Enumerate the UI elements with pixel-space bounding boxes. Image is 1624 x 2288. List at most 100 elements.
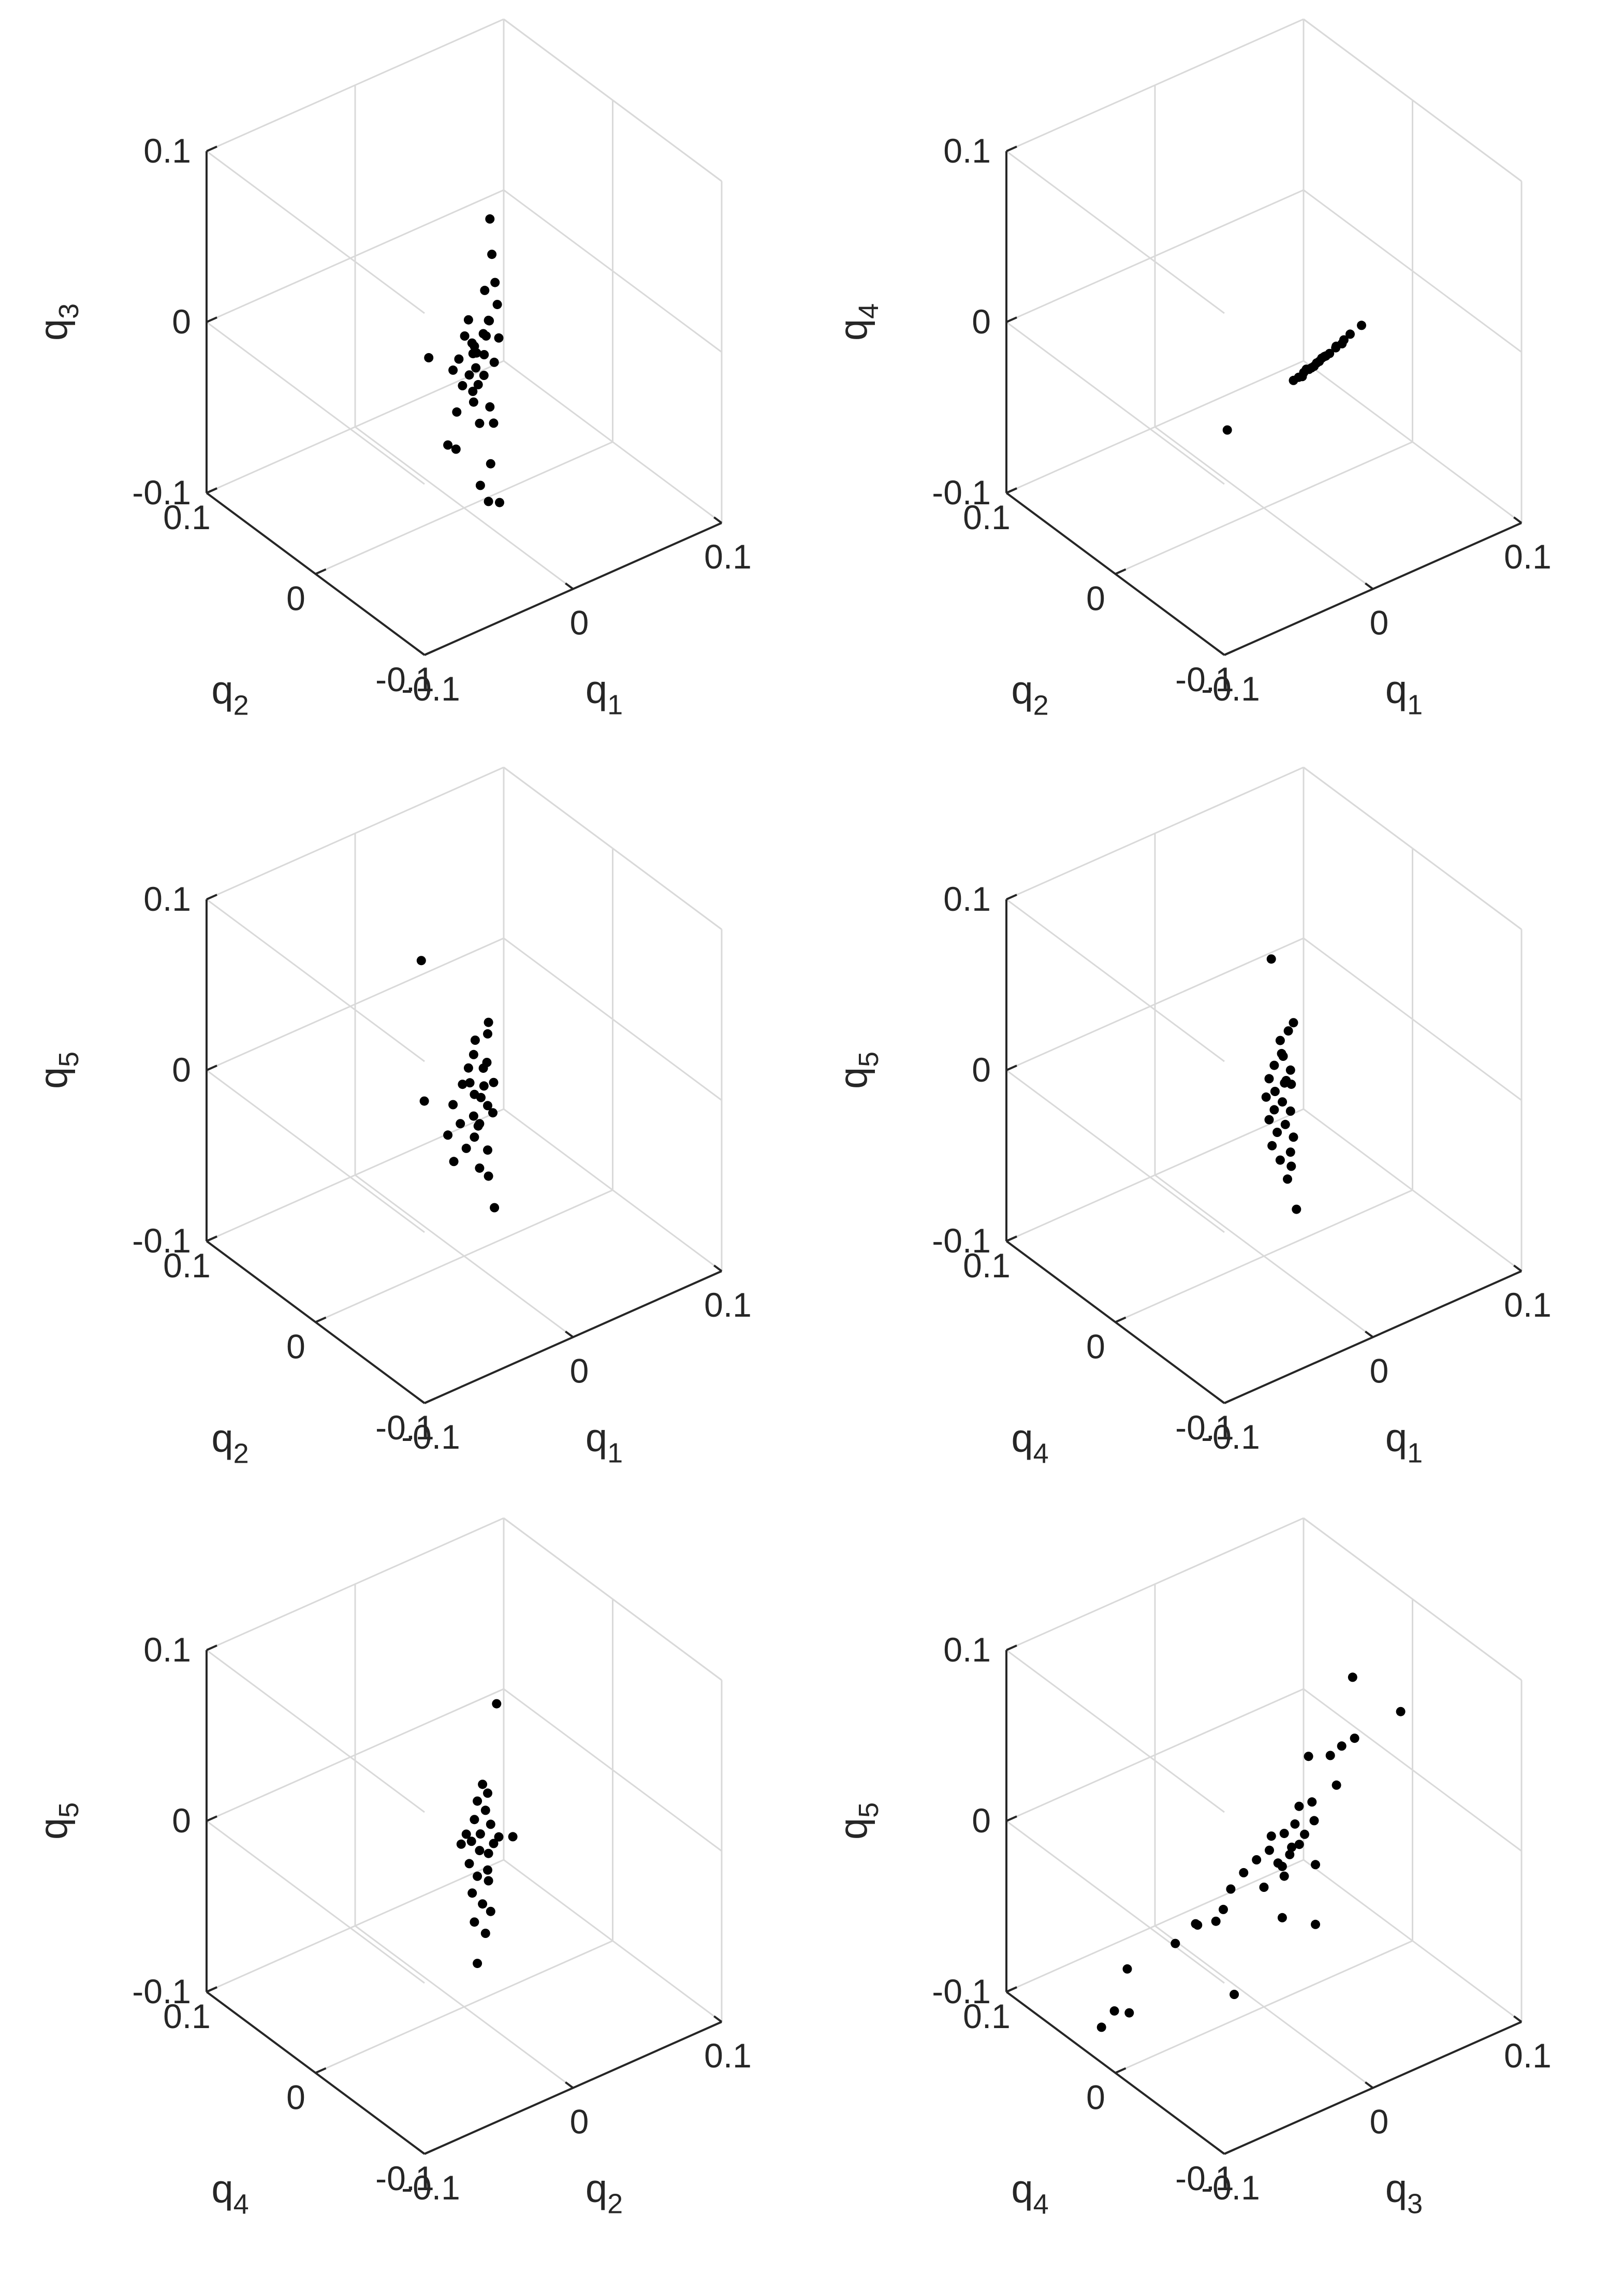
x-axis-label: q2 [586,2167,623,2220]
data-point [475,1163,485,1173]
data-point [1211,1916,1221,1926]
z-tick-label: 0 [972,1051,991,1089]
data-point [1317,353,1327,363]
data-point [1279,1829,1289,1839]
y-tick-mark [315,1316,327,1323]
scatter-points [424,214,504,507]
data-point [1267,1141,1277,1150]
data-point [1325,1751,1335,1760]
data-point [458,1080,467,1089]
data-point [475,480,485,490]
x-tick-mark [565,1330,574,1338]
scatter-points [456,1699,518,1969]
y-axis-label: q4 [1011,1417,1048,1469]
x-tick-mark [416,2147,426,2155]
data-point [492,1699,502,1709]
z-axis-label: q3 [32,303,84,341]
data-point [484,1876,493,1886]
y-tick-label: 0 [1086,2078,1105,2117]
z-tick-mark [206,894,217,900]
data-point [1252,1855,1262,1864]
data-point [1332,341,1341,351]
data-point [460,331,470,341]
data-point [456,1839,466,1849]
data-point [475,1829,485,1839]
data-point [483,1865,492,1875]
grid-line [1115,1940,1413,2074]
y-tick-mark [424,2148,435,2155]
x-tick-mark [713,2015,723,2023]
y-tick-label: -0.1 [375,2159,434,2197]
data-point [475,418,485,428]
data-point [473,1796,482,1806]
data-point [1230,1990,1239,1999]
data-point [1285,1106,1295,1116]
data-point [461,1143,471,1153]
data-point [1269,1060,1279,1070]
data-point [1266,954,1276,964]
data-point [486,459,495,469]
x-tick-mark [1365,582,1374,590]
data-point [458,381,467,390]
data-point [1290,1819,1300,1829]
data-point [470,1917,479,1927]
z-tick-label: 0.1 [943,132,991,170]
data-point [480,285,490,295]
x-tick-label: 0.1 [704,2036,752,2075]
data-point [483,1101,492,1111]
data-point [443,440,453,450]
data-point [486,1906,495,1916]
data-point [484,1171,493,1181]
data-point [485,316,494,326]
data-point [508,1832,518,1842]
z-axis-label: q5 [831,1052,884,1089]
y-axis-label: q2 [211,668,248,721]
data-point [478,1063,488,1073]
x-tick-mark [1513,516,1523,524]
data-point [1280,1119,1290,1129]
data-point [1285,1849,1295,1859]
grid-line [1006,1688,1304,1822]
grid-line [206,150,425,314]
z-tick-label: 0.1 [143,132,191,170]
data-point [492,300,502,310]
grid-line [206,937,504,1071]
data-point [1307,363,1316,373]
data-point [1239,1868,1249,1877]
y-axis-label: q2 [1011,668,1048,721]
y-axis-label: q4 [1011,2167,1048,2220]
scatter-points [1261,954,1301,1214]
grid-line [1006,898,1225,1062]
x-tick-mark [1365,1330,1374,1338]
y-tick-mark [206,1235,217,1242]
data-point [1300,1829,1309,1839]
y-tick-label: 0.1 [163,498,211,536]
scatter-points [416,956,500,1213]
data-point [1348,1672,1357,1682]
data-point [1272,1128,1282,1137]
grid-line [315,441,613,575]
grid-line [1006,1069,1225,1233]
data-point [1294,1840,1304,1849]
x-tick-label: -0.1 [401,1418,460,1456]
grid-line [1115,441,1413,575]
z-tick-label: -0.1 [932,1972,991,2010]
y-tick-mark [1006,1986,1017,1993]
grid-line [315,1189,613,1323]
z-tick-mark [206,1065,217,1071]
data-point [490,1203,500,1213]
data-point [489,418,499,428]
data-point [1266,1831,1276,1841]
z-axis-label: q5 [32,1802,84,1840]
x-tick-label: -0.1 [401,2168,460,2207]
data-point [1259,1883,1269,1892]
data-point [484,1848,493,1858]
scatter-points [1096,1672,1406,2032]
x-tick-label: 0.1 [1504,2036,1552,2075]
data-point [1275,1036,1285,1045]
data-point [471,363,481,373]
x-tick-label: 0 [1370,604,1389,642]
y-tick-label: -0.1 [375,660,434,698]
